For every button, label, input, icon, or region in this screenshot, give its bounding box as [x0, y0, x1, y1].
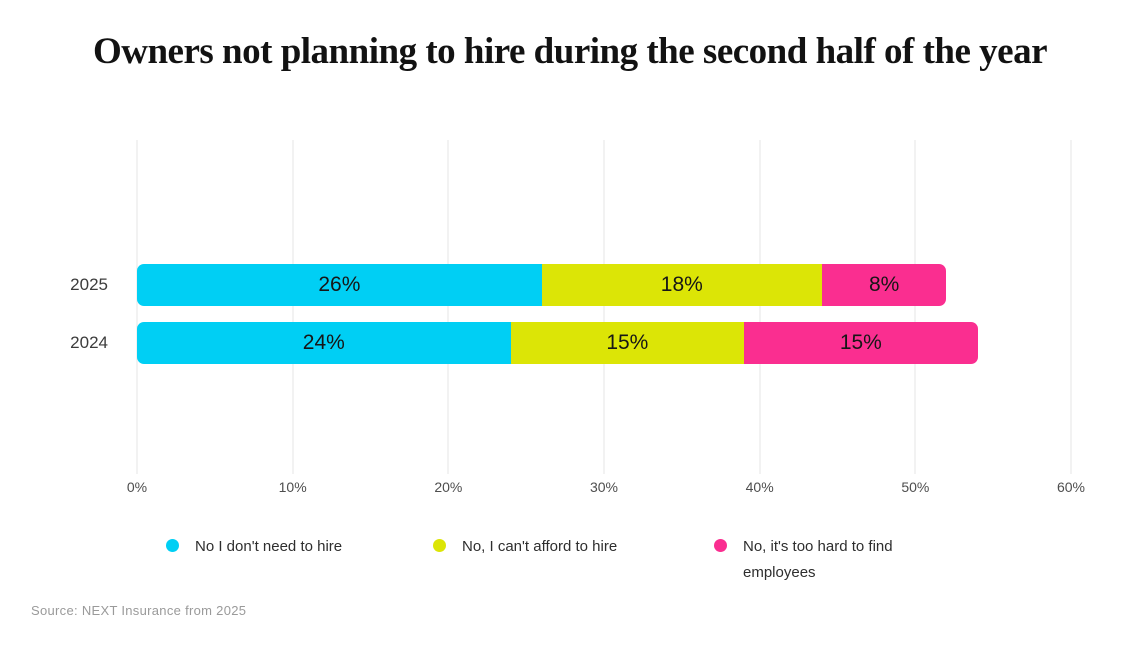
gridline — [914, 140, 916, 474]
legend-item: No I don't need to hire — [166, 534, 342, 560]
gridline — [292, 140, 294, 474]
bar-segment: 15% — [510, 322, 745, 364]
bar-segment: 26% — [137, 264, 542, 306]
gridline — [1070, 140, 1072, 474]
gridline — [447, 140, 449, 474]
legend-swatch-icon — [714, 539, 727, 552]
legend-swatch-icon — [166, 539, 179, 552]
x-axis-tick-label: 60% — [1056, 479, 1086, 495]
gridline — [759, 140, 761, 474]
bar-segment: 15% — [744, 322, 978, 364]
bar-value-label: 15% — [839, 331, 882, 354]
x-axis: 0% 10% 20% 30% 40% 50% 60% — [127, 479, 1085, 497]
bar-segment: 24% — [137, 322, 511, 364]
legend-item-label: No I don't need to hire — [195, 538, 343, 555]
legend-item: No, it's too hard to find employees — [714, 534, 928, 585]
x-axis-tick-label: 50% — [901, 479, 930, 495]
bar-segment: 18% — [541, 264, 822, 306]
chart-title: Owners not planning to hire during the s… — [92, 31, 1048, 72]
x-axis-tick-label: 20% — [434, 479, 463, 495]
bar-segment: 8% — [821, 264, 947, 306]
legend-item-label: No, it's too hard to find employees — [743, 538, 893, 581]
x-axis-tick-label: 30% — [589, 479, 619, 495]
plot-area: 26% 18% 8% 2025 24% 15% 15% 2024 — [70, 140, 1072, 474]
gridline — [603, 140, 605, 474]
bar-value-label: 18% — [660, 273, 703, 296]
x-axis-tick-label: 40% — [745, 479, 774, 495]
bar-value-label: 8% — [869, 273, 900, 296]
bar-value-label: 15% — [606, 331, 649, 354]
legend-swatch-icon — [433, 539, 446, 552]
x-axis-tick-label: 0% — [126, 479, 148, 495]
y-axis-category-label: 2024 — [70, 333, 108, 352]
legend-item-label: No, I can't afford to hire — [462, 538, 618, 555]
bar-value-label: 26% — [318, 273, 361, 296]
source-note: Source: NEXT Insurance from 2025 — [31, 603, 247, 618]
legend-item: No, I can't afford to hire — [433, 534, 617, 560]
bar-row-2024: 24% 15% 15% — [137, 322, 1071, 364]
gridline — [136, 140, 138, 474]
bar-row-2025: 26% 18% 8% — [137, 264, 1071, 306]
bar-value-label: 24% — [302, 331, 345, 354]
y-axis-category-label: 2025 — [70, 275, 108, 294]
x-axis-tick-label: 10% — [278, 479, 307, 495]
